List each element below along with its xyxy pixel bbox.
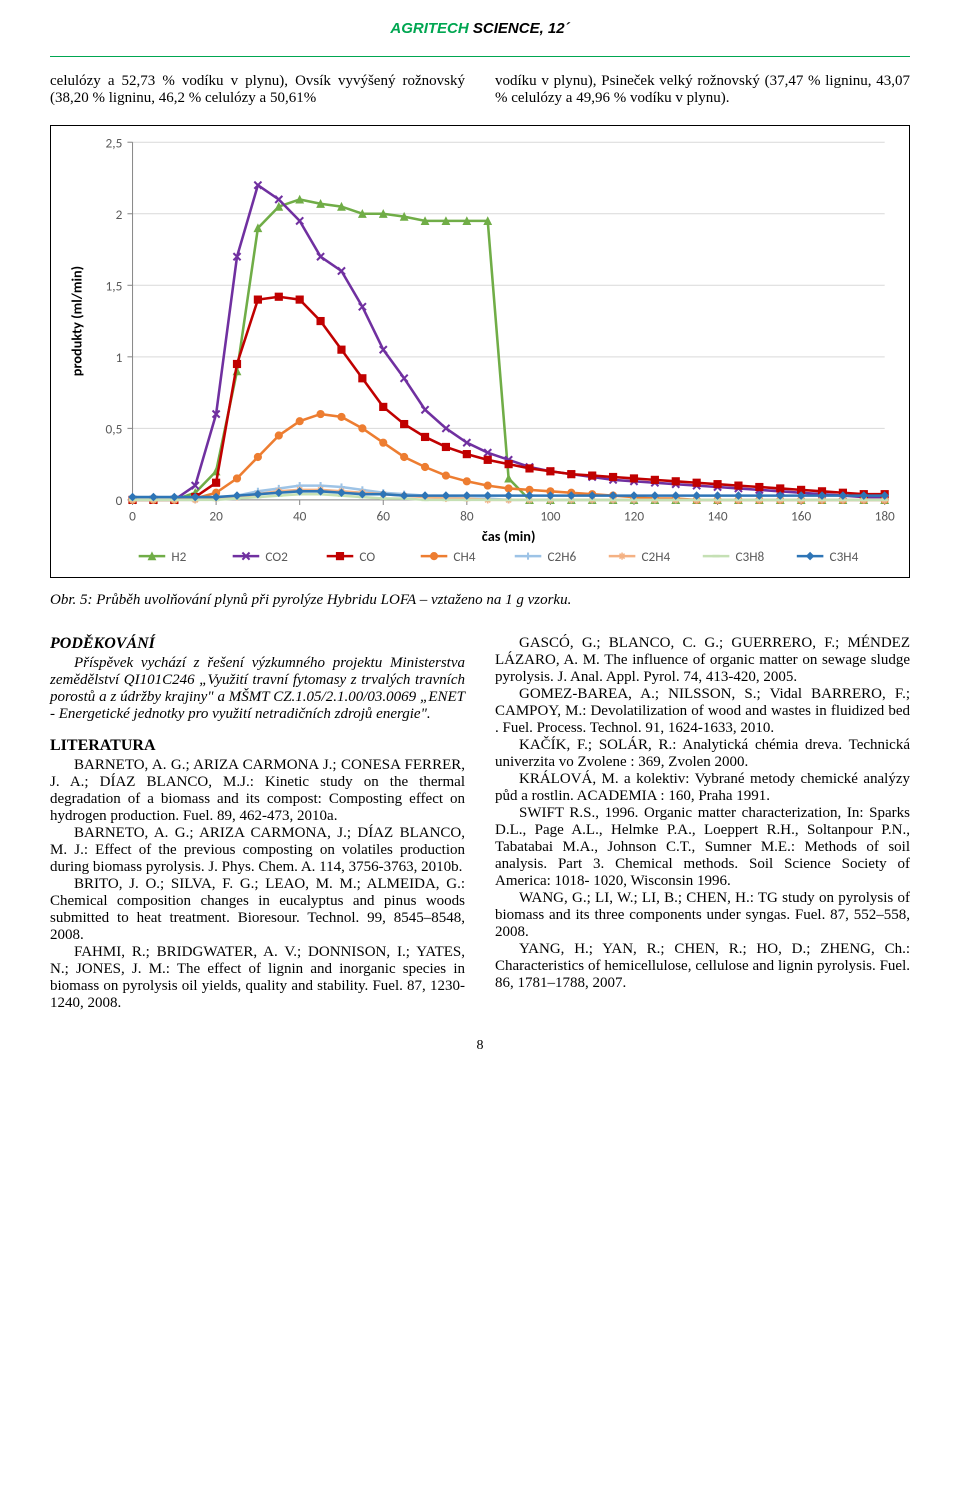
svg-text:CO2: CO2 [265, 548, 288, 565]
svg-text:produkty (ml/min): produkty (ml/min) [67, 266, 85, 376]
body-left-col: PODĚKOVÁNÍ Příspěvek vychází z řešení vý… [50, 635, 465, 1012]
svg-text:0: 0 [129, 507, 136, 524]
literature-heading: LITERATURA [50, 737, 465, 755]
svg-text:0: 0 [116, 492, 123, 509]
pyrolysis-chart: 0 0,5 1 1,5 2 2,5 0 20 40 60 80 100 120 140 160 180 čas … [61, 132, 899, 571]
svg-text:CO: CO [359, 548, 375, 565]
svg-text:čas (min): čas (min) [482, 527, 536, 545]
svg-text:1,5: 1,5 [106, 277, 123, 294]
svg-text:C3H4: C3H4 [830, 548, 859, 565]
ack-heading: PODĚKOVÁNÍ [50, 635, 465, 653]
body-columns: PODĚKOVÁNÍ Příspěvek vychází z řešení vý… [50, 635, 910, 1012]
svg-text:2: 2 [116, 206, 123, 223]
intro-right: vodíku v plynu), Psineček velký rožnovsk… [495, 73, 910, 107]
reference-item: GOMEZ-BAREA, A.; NILSSON, S.; Vidal BARR… [495, 686, 910, 737]
svg-text:120: 120 [624, 507, 644, 524]
svg-text:40: 40 [293, 507, 307, 524]
refs-left: BARNETO, A. G.; ARIZA CARMONA J.; CONESA… [50, 757, 465, 1012]
refs-right: GASCÓ, G.; BLANCO, C. G.; GUERRERO, F.; … [495, 635, 910, 992]
svg-text:20: 20 [209, 507, 223, 524]
svg-text:180: 180 [875, 507, 895, 524]
reference-item: BRITO, J. O.; SILVA, F. G.; LEAO, M. M.;… [50, 876, 465, 944]
svg-text:CH4: CH4 [453, 548, 475, 565]
body-right-col: GASCÓ, G.; BLANCO, C. G.; GUERRERO, F.; … [495, 635, 910, 1012]
svg-text:H2: H2 [171, 548, 186, 565]
intro-left: celulózy a 52,73 % vodíku v plynu), Ovsí… [50, 73, 465, 107]
svg-text:100: 100 [540, 507, 560, 524]
svg-text:80: 80 [460, 507, 474, 524]
svg-text:1: 1 [116, 349, 123, 366]
svg-text:140: 140 [707, 507, 727, 524]
svg-text:160: 160 [791, 507, 811, 524]
intro-columns: celulózy a 52,73 % vodíku v plynu), Ovsí… [50, 73, 910, 107]
reference-item: GASCÓ, G.; BLANCO, C. G.; GUERRERO, F.; … [495, 635, 910, 686]
journal-title-black: SCIENCE, 12´ [469, 20, 570, 37]
reference-item: SWIFT R.S., 1996. Organic matter charact… [495, 805, 910, 890]
reference-item: BARNETO, A. G.; ARIZA CARMONA, J.; DÍAZ … [50, 825, 465, 876]
reference-item: KAČÍK, F.; SOLÁR, R.: Analytická chémia … [495, 737, 910, 771]
svg-text:C2H4: C2H4 [641, 548, 670, 565]
reference-item: BARNETO, A. G.; ARIZA CARMONA J.; CONESA… [50, 757, 465, 825]
svg-text:C3H8: C3H8 [735, 548, 764, 565]
figure-caption: Obr. 5: Průběh uvolňování plynů při pyro… [50, 592, 910, 609]
chart-container: 0 0,5 1 1,5 2 2,5 0 20 40 60 80 100 120 140 160 180 čas … [50, 125, 910, 578]
svg-text:2,5: 2,5 [106, 134, 123, 151]
reference-item: YANG, H.; YAN, R.; CHEN, R.; HO, D.; ZHE… [495, 941, 910, 992]
journal-title-green: AGRITECH [390, 20, 468, 37]
journal-header: AGRITECH SCIENCE, 12´ [50, 20, 910, 38]
reference-item: KRÁLOVÁ, M. a kolektiv: Vybrané metody c… [495, 771, 910, 805]
ack-body: Příspěvek vychází z řešení výzkumného pr… [50, 655, 465, 723]
reference-item: WANG, G.; LI, W.; LI, B.; CHEN, H.: TG s… [495, 890, 910, 941]
svg-text:0,5: 0,5 [106, 420, 123, 437]
svg-text:C2H6: C2H6 [547, 548, 576, 565]
svg-text:60: 60 [377, 507, 391, 524]
page-number: 8 [50, 1038, 910, 1054]
reference-item: FAHMI, R.; BRIDGWATER, A. V.; DONNISON, … [50, 944, 465, 1012]
header-rule [50, 56, 910, 57]
